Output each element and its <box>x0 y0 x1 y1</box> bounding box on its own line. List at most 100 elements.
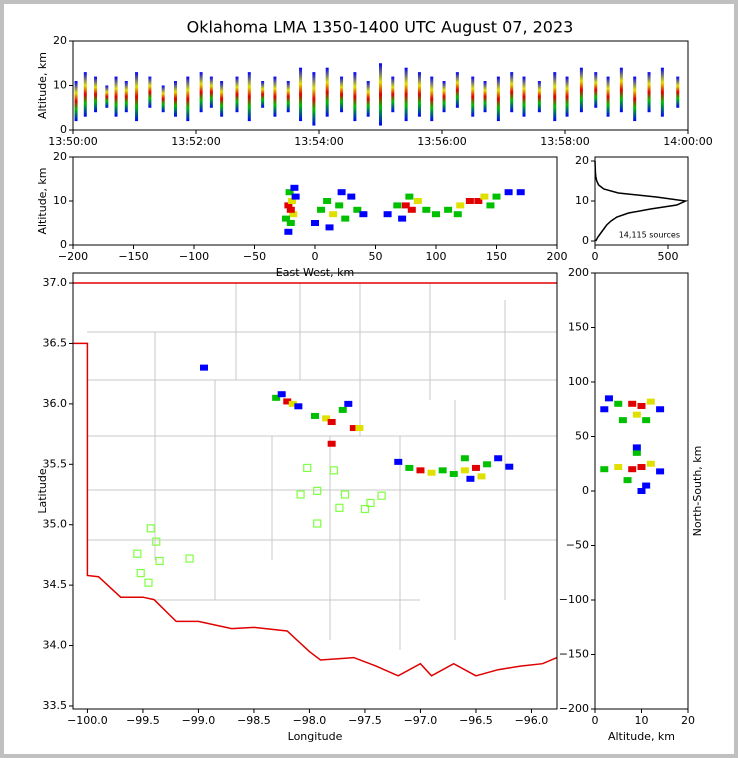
altitude-strip <box>442 81 446 113</box>
altitude-strip <box>94 76 98 113</box>
source-point <box>286 206 295 213</box>
plot-frame <box>72 156 558 246</box>
y-tick-label: −200 <box>559 702 589 715</box>
source-point <box>637 402 646 409</box>
altitude-strip <box>633 76 637 122</box>
source-point <box>480 193 489 200</box>
source-point <box>632 444 641 451</box>
annotation: 14,115 sources <box>619 231 680 240</box>
source-point <box>199 364 208 371</box>
source-point <box>632 411 641 418</box>
altitude-strip <box>114 76 118 117</box>
altitude-strip <box>83 72 87 117</box>
x-tick-label: −96.0 <box>515 714 549 727</box>
x-tick-label: −99.0 <box>182 714 216 727</box>
source-point <box>311 220 319 226</box>
source-point <box>323 198 332 204</box>
altitude-strip <box>579 67 583 113</box>
station <box>152 537 161 546</box>
altitude-strip <box>299 67 303 122</box>
x-tick-label: −100 <box>179 250 209 263</box>
source-point <box>355 425 364 432</box>
x-tick-label: 20 <box>681 714 695 727</box>
x-tick-label: 10 <box>635 714 649 727</box>
station <box>377 491 386 500</box>
source-point <box>471 464 480 471</box>
altitude-strip <box>286 81 290 113</box>
x-tick-label: −97.0 <box>404 714 438 727</box>
state-border <box>73 282 558 677</box>
source-point <box>281 215 290 222</box>
source-point <box>460 467 469 474</box>
y-axis-label: North-South, km <box>691 446 704 537</box>
station <box>185 554 194 563</box>
x-tick-label: 500 <box>657 250 678 263</box>
x-tick-label: 200 <box>547 250 568 263</box>
y-tick-label: 34.5 <box>43 578 68 591</box>
source-point <box>317 206 326 213</box>
source-point <box>466 475 475 482</box>
altitude-strip <box>209 76 213 108</box>
station <box>144 578 153 587</box>
source-point <box>277 391 286 398</box>
altitude-strip <box>430 76 434 122</box>
altitude-strip <box>594 72 598 108</box>
station <box>146 524 155 533</box>
source-point <box>460 455 469 462</box>
source-point <box>394 458 403 465</box>
altitude-strip <box>247 72 251 122</box>
source-point <box>623 477 632 484</box>
source-point <box>646 398 655 405</box>
station <box>296 490 305 499</box>
source-point <box>474 198 483 204</box>
source-point <box>327 440 336 447</box>
altitude-strip <box>325 67 329 117</box>
altitude-strip <box>565 76 569 117</box>
source-point <box>656 468 665 475</box>
source-point <box>600 406 609 413</box>
station <box>360 504 370 514</box>
altitude-strip <box>553 72 557 122</box>
station <box>313 519 322 528</box>
altitude-strip <box>496 76 500 122</box>
chart-title: Oklahoma LMA 1350-1400 UTC August 07, 20… <box>187 18 574 37</box>
source-point <box>286 220 295 226</box>
x-axis-label: Altitude, km <box>608 730 675 743</box>
x-tick-label: −99.5 <box>126 714 160 727</box>
station <box>340 490 350 499</box>
x-tick-label: 13:54:00 <box>294 135 343 148</box>
y-tick-label: 20 <box>53 34 67 47</box>
source-point <box>405 464 414 471</box>
source-point <box>618 417 627 424</box>
x-tick-label: 50 <box>369 250 383 263</box>
source-point <box>338 406 347 413</box>
source-point <box>453 211 462 218</box>
y-tick-label: −100 <box>559 593 589 606</box>
y-axis-label: Altitude, km <box>36 167 49 234</box>
altitude-strip <box>312 72 316 126</box>
source-point <box>335 202 344 209</box>
y-axis-label: Latitude <box>36 468 49 514</box>
y-tick-label: 10 <box>53 194 67 207</box>
source-point <box>494 455 503 462</box>
x-tick-label: 14:00:00 <box>663 135 712 148</box>
source-point <box>359 211 368 218</box>
altitude-strip <box>417 72 421 117</box>
altitude-strip <box>366 81 370 117</box>
source-point <box>329 211 338 218</box>
source-point <box>347 193 356 200</box>
x-axis-label: Longitude <box>288 730 343 743</box>
source-point <box>600 466 609 473</box>
altitude-strip <box>220 81 224 117</box>
source-point <box>325 224 334 231</box>
altitude-strip <box>199 72 203 113</box>
source-point <box>432 211 440 218</box>
source-point <box>614 464 623 471</box>
x-tick-label: 13:50:00 <box>48 135 97 148</box>
x-tick-label: 0 <box>592 714 599 727</box>
source-point <box>288 400 297 407</box>
x-tick-label: 100 <box>426 250 447 263</box>
source-point <box>646 460 655 467</box>
x-tick-label: −100.0 <box>67 714 108 727</box>
altitude-strip <box>353 72 357 122</box>
